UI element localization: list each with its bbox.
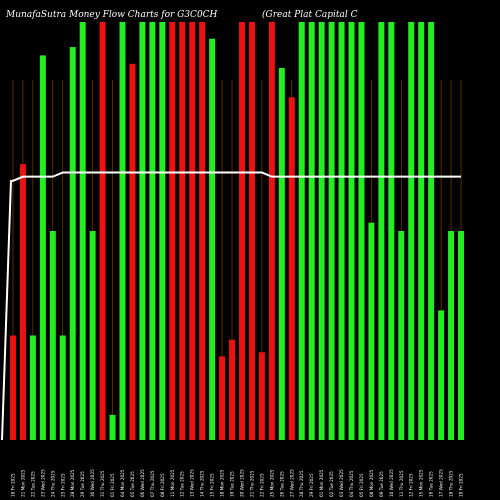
bar-12 [129, 63, 136, 441]
bar-28 [288, 97, 295, 441]
tick-label-38: 10 Wed 2025 [389, 469, 394, 497]
tick-label-15: 08 Fri 2025 [160, 473, 165, 497]
bar-27 [278, 67, 285, 440]
bar-44 [448, 231, 455, 440]
bar-2 [29, 335, 36, 440]
tick-label-41: 15 Mon 2025 [419, 469, 424, 497]
bar-5 [59, 335, 66, 440]
bar-6 [69, 47, 76, 440]
tick-label-8: 30 Wed 2025 [90, 469, 95, 497]
bar-7 [79, 22, 86, 440]
tick-label-0: 18 Fri 2025 [10, 473, 15, 497]
tick-label-16: 11 Mon 2025 [170, 469, 175, 497]
bar-31 [318, 22, 325, 440]
tick-label-29: 28 Thu 2025 [299, 470, 304, 497]
bar-35 [358, 22, 365, 440]
tick-label-44: 18 Thu 2025 [449, 470, 454, 497]
bar-36 [368, 222, 375, 440]
bar-23 [238, 22, 245, 440]
money-flow-line-path [1, 171, 462, 441]
tick-label-7: 29 Tue 2025 [80, 471, 85, 497]
tick-label-19: 14 Thu 2025 [200, 470, 205, 497]
bar-25 [258, 352, 265, 440]
tick-label-34: 04 Thu 2025 [349, 470, 354, 497]
bar-30 [308, 22, 315, 440]
tick-label-6: 28 Mon 2025 [70, 469, 75, 497]
bar-26 [268, 22, 275, 440]
tick-label-11: 04 Mon 2025 [120, 469, 125, 497]
bar-22 [229, 339, 236, 440]
bar-10 [109, 414, 116, 440]
bar-series [9, 22, 465, 441]
tick-label-5: 25 Fri 2025 [60, 473, 65, 497]
bar-37 [378, 22, 385, 440]
bar-19 [199, 22, 206, 440]
tick-label-9: 31 Thu 2025 [100, 470, 105, 497]
bar-33 [338, 22, 345, 440]
bar-41 [418, 22, 425, 440]
bar-43 [438, 310, 445, 440]
bar-17 [179, 22, 186, 440]
bar-18 [189, 22, 196, 440]
chart-title-right: (Great Plat Capital C [262, 9, 358, 20]
tick-label-31: 01 Mon 2025 [319, 469, 324, 497]
bar-39 [398, 231, 405, 440]
bar-9 [99, 22, 106, 440]
x-axis-ticks: 18 Fri 2025 21 Mon 2025 22 Tue 2025 23 Wed … [10, 469, 463, 497]
bar-0 [9, 335, 16, 440]
tick-label-32: 02 Tue 2025 [329, 471, 334, 497]
bar-4 [49, 231, 56, 440]
bar-40 [408, 22, 415, 440]
bar-29 [298, 22, 305, 440]
bar-3 [39, 55, 46, 440]
bar-14 [149, 22, 156, 440]
tick-label-35: 05 Fri 2025 [359, 473, 364, 497]
tick-label-23: 20 Wed 2025 [239, 469, 244, 497]
bar-15 [159, 22, 166, 440]
bar-38 [388, 22, 395, 440]
bar-34 [348, 22, 355, 440]
tick-label-12: 05 Tue 2025 [130, 471, 135, 497]
tick-label-1: 21 Mon 2025 [20, 469, 25, 497]
bar-21 [219, 356, 226, 440]
tick-label-20: 15 Fri 2025 [210, 473, 215, 497]
bar-8 [89, 231, 96, 440]
tick-label-45: 19 Fri 2025 [459, 473, 464, 497]
tick-label-3: 23 Wed 2025 [40, 469, 45, 497]
tick-label-27: 26 Tue 2025 [279, 471, 284, 497]
tick-label-24: 21 Thu 2025 [249, 470, 254, 497]
tick-label-10: 01 Fri 2025 [110, 473, 115, 497]
bar-20 [209, 38, 216, 440]
tick-label-33: 03 Wed 2025 [339, 469, 344, 497]
tick-label-4: 24 Thu 2025 [50, 470, 55, 497]
tick-label-18: 13 Wed 2025 [190, 469, 195, 497]
bar-1 [19, 164, 26, 440]
bar-42 [428, 22, 435, 440]
chart-title-left: MunafaSutra Money Flow Charts for G3C0CH [5, 10, 218, 20]
tick-label-25: 22 Fri 2025 [259, 473, 264, 497]
tick-label-21: 18 Mon 2025 [220, 469, 225, 497]
bar-11 [119, 22, 126, 440]
tick-label-42: 16 Tue 2025 [429, 471, 434, 497]
bar-24 [248, 22, 255, 440]
bar-16 [169, 22, 176, 440]
tick-label-37: 09 Tue 2025 [379, 471, 384, 497]
tick-label-2: 22 Tue 2025 [30, 471, 35, 497]
bar-32 [328, 22, 335, 440]
tick-label-22: 19 Tue 2025 [230, 471, 235, 497]
tick-label-40: 12 Fri 2025 [409, 473, 414, 497]
tick-label-28: 27 Wed 2025 [289, 469, 294, 497]
tick-label-36: 08 Mon 2025 [369, 469, 374, 497]
tick-label-39: 11 Thu 2025 [399, 470, 404, 497]
tick-label-14: 07 Thu 2025 [150, 470, 155, 497]
tick-label-43: 17 Wed 2025 [439, 469, 444, 497]
tick-label-26: 25 Mon 2025 [269, 469, 274, 497]
tick-label-13: 06 Wed 2025 [140, 469, 145, 497]
tick-label-30: 29 Fri 2025 [309, 473, 314, 497]
money-flow-line [1, 171, 462, 441]
bar-13 [139, 22, 146, 440]
bar-45 [458, 231, 465, 440]
tick-label-17: 12 Tue 2025 [180, 471, 185, 497]
